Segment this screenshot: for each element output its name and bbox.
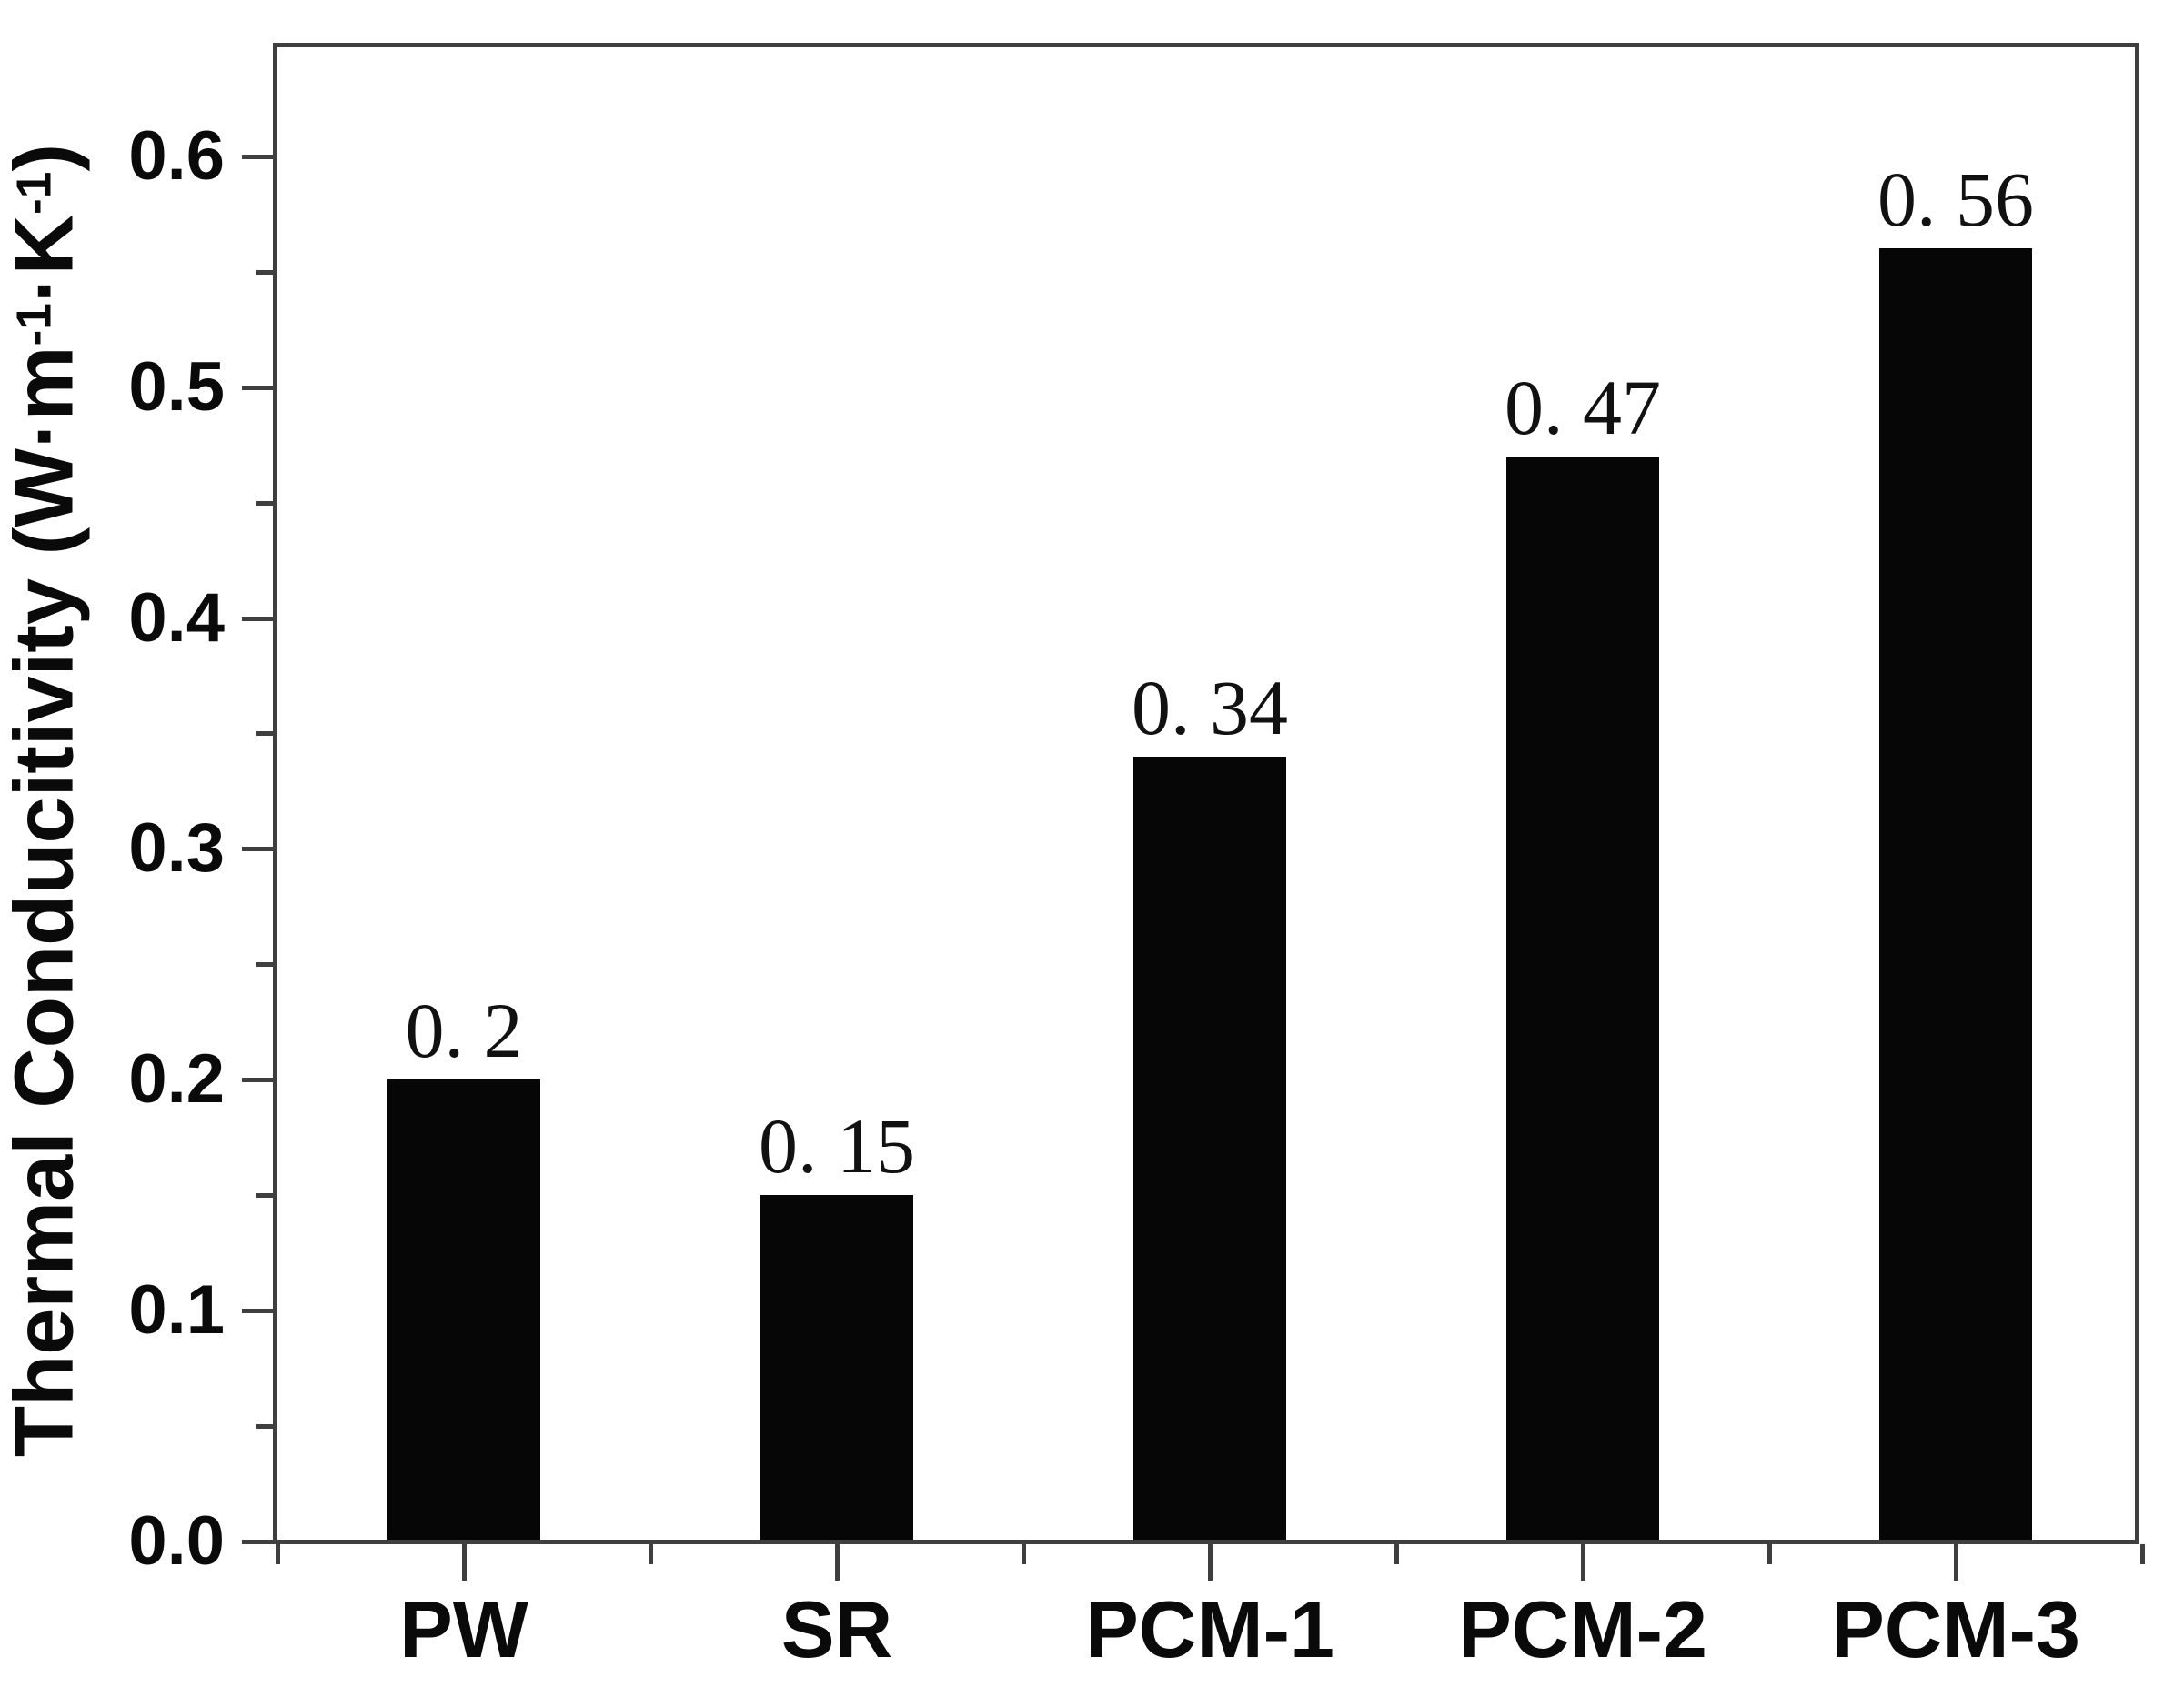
y-major-tick [242, 847, 273, 852]
bar [1879, 248, 2032, 1544]
x-category-label: PCM-1 [1085, 1584, 1334, 1674]
y-major-tick [242, 385, 273, 390]
x-category-label: SR [780, 1584, 893, 1674]
y-major-tick [242, 1309, 273, 1314]
x-major-tick [835, 1544, 840, 1581]
y-major-tick [242, 1540, 273, 1544]
bar [760, 1195, 913, 1544]
x-category-label: PW [399, 1584, 528, 1674]
y-tick-label: 0.1 [128, 1271, 225, 1350]
y-tick-label: 0.2 [128, 1040, 225, 1119]
x-minor-tick [1022, 1544, 1026, 1564]
x-minor-tick [649, 1544, 653, 1564]
y-axis-title-superscript: -1 [7, 303, 62, 346]
x-major-tick [1581, 1544, 1585, 1581]
y-tick-label: 0.6 [128, 116, 225, 195]
y-tick-label: 0.3 [128, 809, 225, 888]
y-minor-tick [256, 1424, 273, 1430]
y-major-tick [242, 616, 273, 621]
bar-value-label: 0. 34 [1132, 664, 1288, 751]
x-category-label: PCM-2 [1458, 1584, 1707, 1674]
x-minor-tick [1767, 1544, 1772, 1564]
bar [1506, 457, 1659, 1544]
bar-value-label: 0. 47 [1505, 364, 1661, 451]
x-minor-tick [276, 1544, 280, 1564]
x-major-tick [1208, 1544, 1213, 1581]
bar-value-label: 0. 2 [405, 987, 523, 1074]
y-tick-label: 0.5 [128, 347, 225, 426]
bar-value-label: 0. 15 [759, 1102, 915, 1190]
y-minor-tick [256, 731, 273, 737]
x-minor-tick [2140, 1544, 2145, 1564]
x-major-tick [1954, 1544, 1958, 1581]
y-tick-label: 0.0 [128, 1502, 225, 1580]
y-minor-tick [256, 1193, 273, 1199]
y-major-tick [242, 154, 273, 159]
y-minor-tick [256, 962, 273, 968]
y-axis-title-text: ·K [0, 214, 91, 304]
bar [387, 1079, 540, 1544]
x-category-label: PCM-3 [1831, 1584, 2080, 1674]
y-minor-tick [256, 269, 273, 275]
bar [1133, 757, 1286, 1544]
bar-value-label: 0. 56 [1877, 156, 2034, 243]
y-minor-tick [256, 500, 273, 506]
y-tick-label: 0.4 [128, 578, 225, 657]
x-major-tick [462, 1544, 467, 1581]
x-minor-tick [1394, 1544, 1399, 1564]
y-major-tick [242, 1078, 273, 1083]
